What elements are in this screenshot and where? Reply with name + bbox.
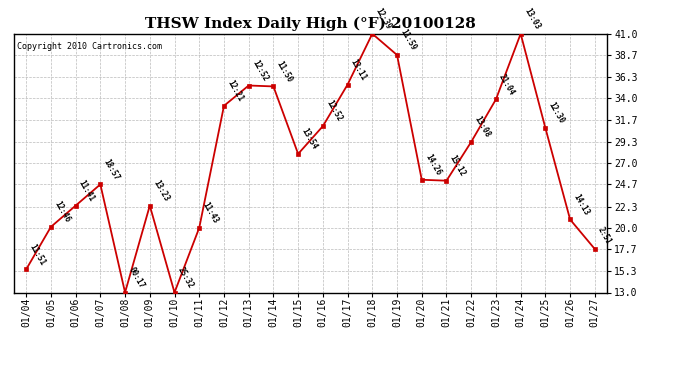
Text: 11:43: 11:43: [201, 201, 220, 225]
Text: 13:11: 13:11: [349, 57, 368, 82]
Text: 18:57: 18:57: [101, 157, 121, 182]
Text: 11:59: 11:59: [398, 28, 417, 52]
Text: 11:41: 11:41: [77, 178, 97, 203]
Text: 13:03: 13:03: [522, 6, 542, 31]
Text: Copyright 2010 Cartronics.com: Copyright 2010 Cartronics.com: [17, 42, 161, 51]
Text: 12:52: 12:52: [250, 58, 269, 83]
Text: 13:54: 13:54: [299, 127, 319, 151]
Text: 15:12: 15:12: [448, 153, 467, 178]
Text: 11:50: 11:50: [275, 59, 294, 84]
Text: 14:13: 14:13: [571, 192, 591, 217]
Text: 21:04: 21:04: [497, 72, 517, 97]
Title: THSW Index Daily High (°F) 20100128: THSW Index Daily High (°F) 20100128: [145, 17, 476, 31]
Text: 12:21: 12:21: [226, 78, 245, 103]
Text: 13:23: 13:23: [151, 178, 170, 203]
Text: 12:52: 12:52: [324, 99, 344, 123]
Text: 00:17: 00:17: [126, 265, 146, 290]
Text: 2:51: 2:51: [596, 226, 613, 246]
Text: 12:46: 12:46: [52, 200, 72, 224]
Text: 13:08: 13:08: [473, 115, 492, 139]
Text: 25:32: 25:32: [176, 265, 195, 290]
Text: 12:30: 12:30: [546, 101, 566, 125]
Text: 11:51: 11:51: [28, 242, 47, 267]
Text: 12:39: 12:39: [374, 6, 393, 31]
Text: 14:26: 14:26: [423, 153, 442, 177]
